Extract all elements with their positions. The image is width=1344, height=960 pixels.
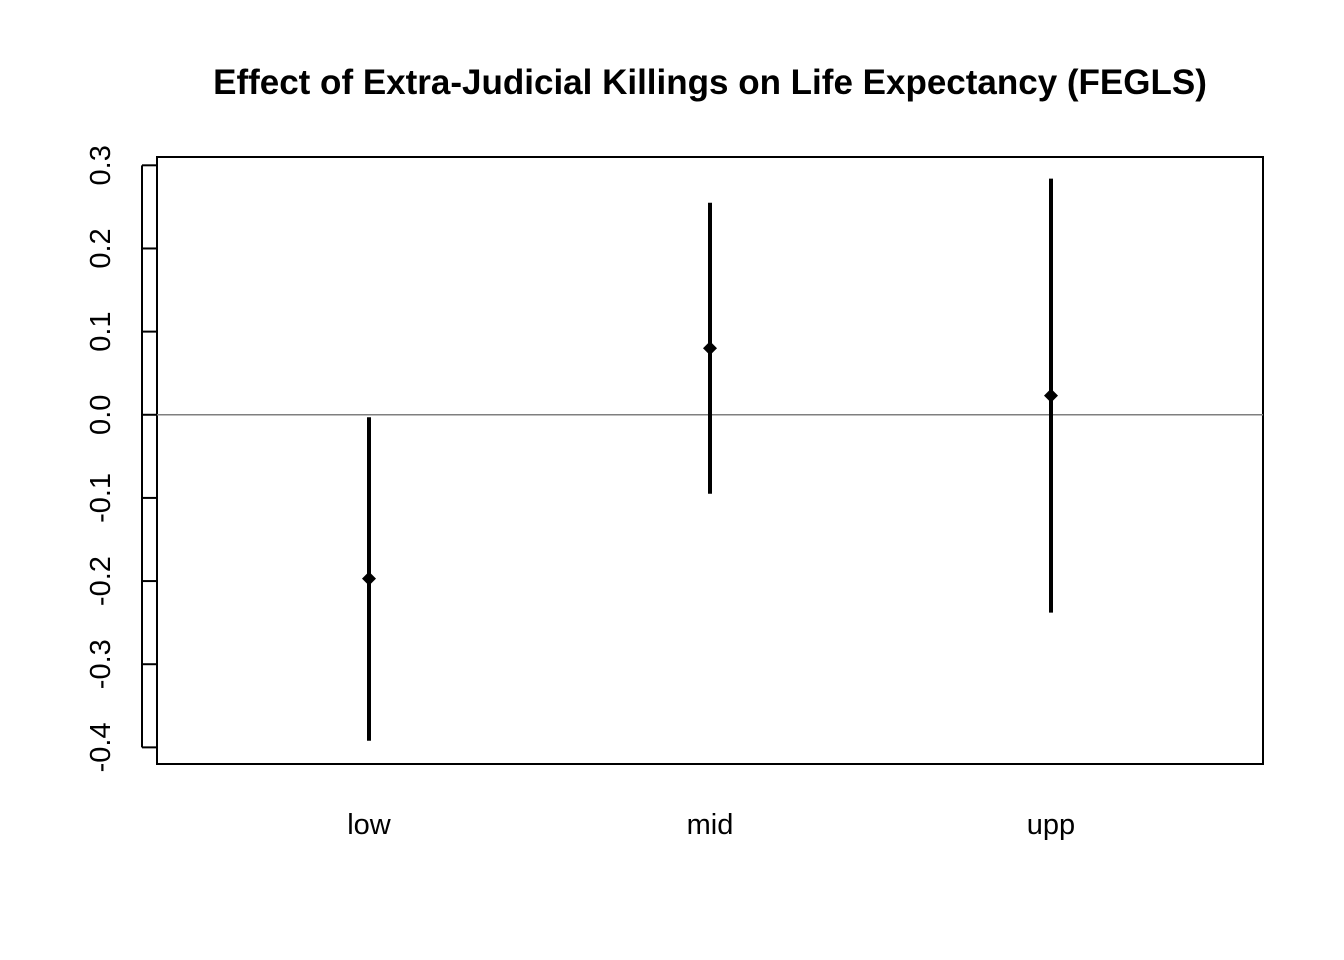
y-tick-label: 0.1 — [85, 311, 117, 351]
y-tick-label: 0.2 — [85, 228, 117, 268]
x-category-label: mid — [687, 809, 734, 841]
x-category-label: low — [347, 809, 392, 841]
point-estimate — [1044, 388, 1058, 403]
y-tick-label: 0.3 — [85, 145, 117, 185]
y-tick-label: 0.0 — [85, 395, 117, 435]
point-estimate — [703, 341, 717, 356]
y-tick-label: -0.3 — [85, 639, 117, 689]
y-tick-label: -0.4 — [85, 722, 117, 772]
chart-title: Effect of Extra-Judicial Killings on Lif… — [213, 63, 1207, 102]
y-axis: -0.4 -0.3 -0.2 -0.1 0.0 0.1 0.2 0.3 — [85, 145, 157, 772]
y-tick-label: -0.2 — [85, 556, 117, 606]
point-estimate — [362, 571, 376, 586]
plot-frame — [156, 156, 1264, 765]
x-category-label: upp — [1027, 809, 1075, 841]
x-axis-labels: low mid upp — [347, 809, 1075, 841]
y-tick-label: -0.1 — [85, 473, 117, 523]
error-bars — [362, 178, 1058, 741]
